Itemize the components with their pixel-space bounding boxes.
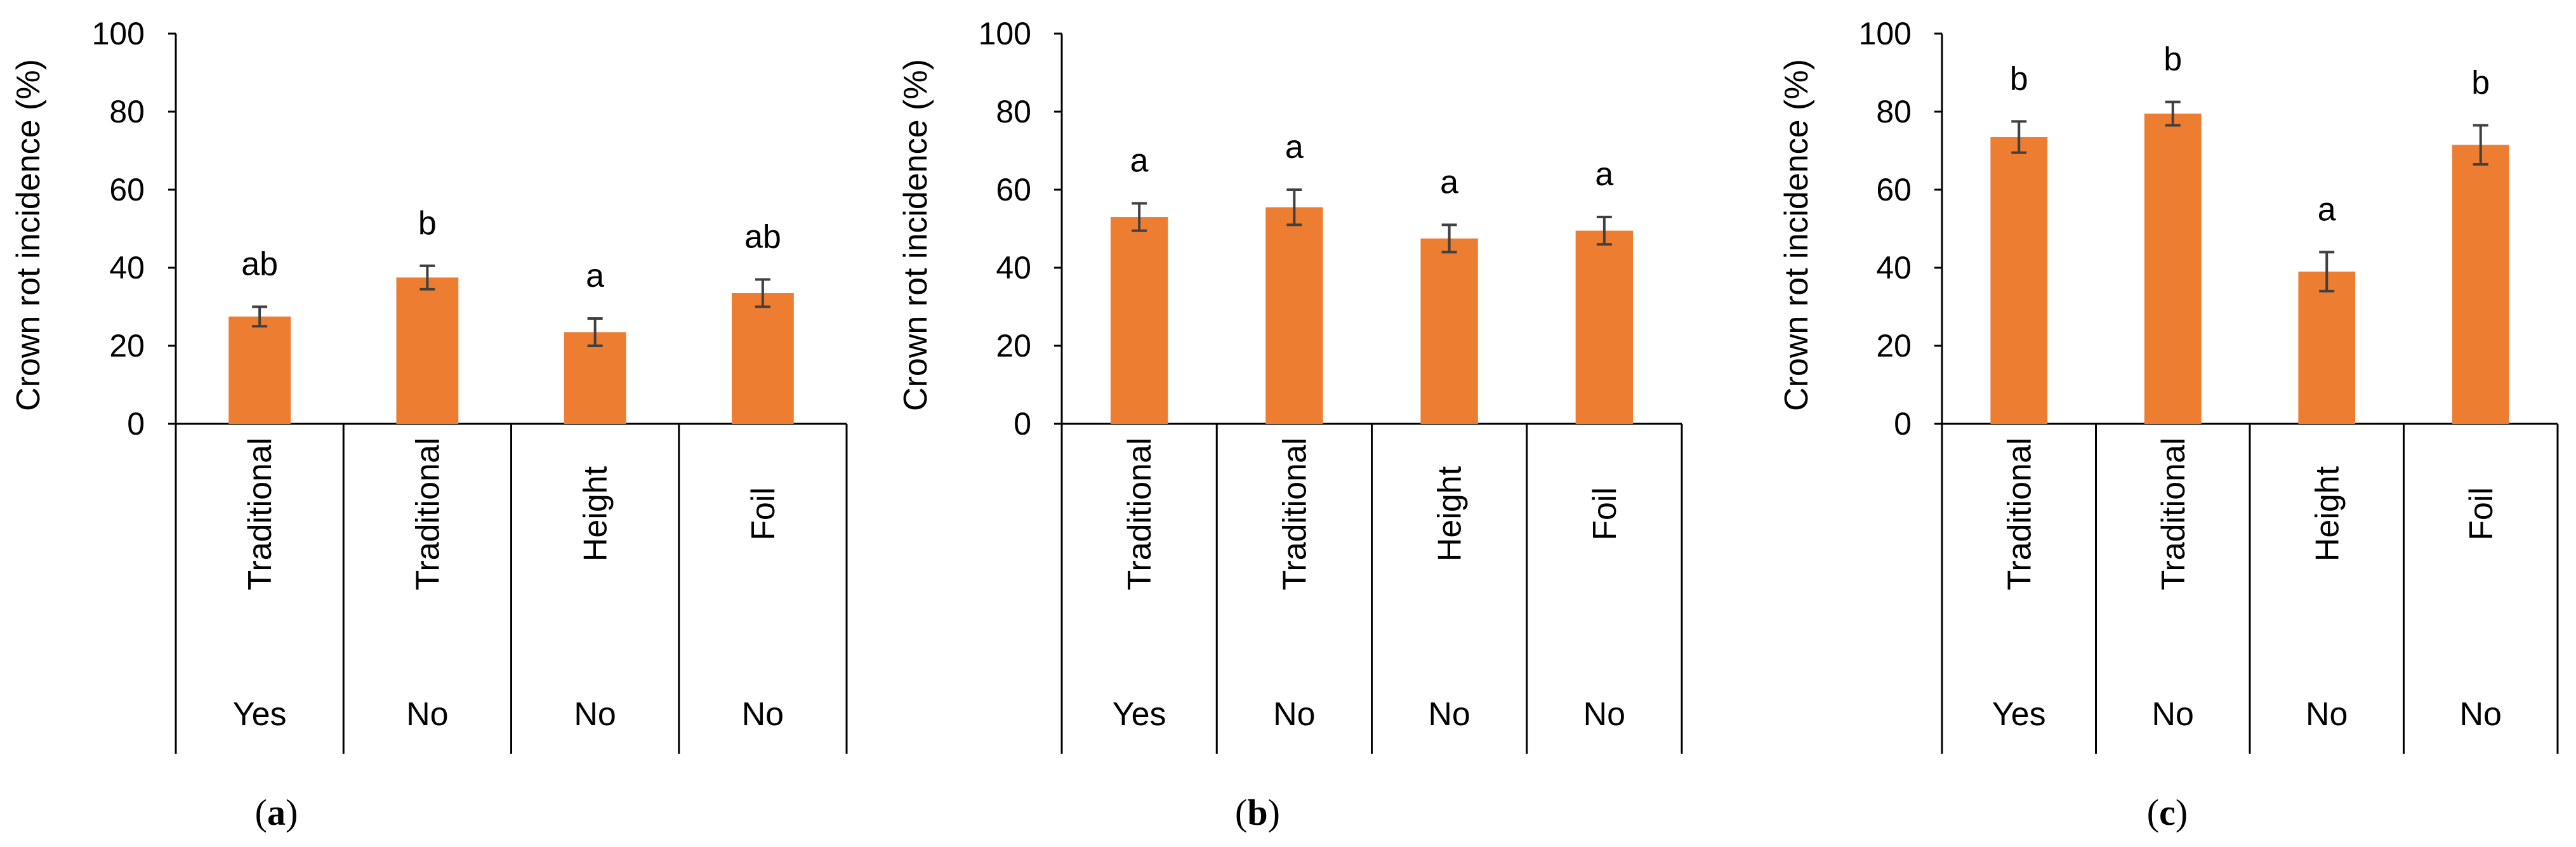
- significance-label: ab: [241, 246, 278, 283]
- bar: [1575, 230, 1634, 424]
- y-tick-label: 80: [1876, 94, 1912, 129]
- category-label: Traditional: [409, 438, 446, 591]
- panel-label: (b): [1235, 792, 1280, 833]
- bar: [228, 316, 291, 424]
- panel-label: (a): [255, 792, 298, 833]
- y-tick-label: 80: [109, 94, 145, 129]
- group-label: No: [406, 696, 448, 733]
- bar: [1110, 217, 1168, 424]
- group-label: No: [1428, 696, 1470, 733]
- category-label: Height: [2309, 466, 2346, 561]
- bar: [396, 277, 459, 424]
- bar: [2144, 114, 2202, 424]
- y-axis-title: Crown rot incidence (%): [897, 59, 934, 411]
- significance-label: b: [2471, 65, 2490, 102]
- bar: [1990, 136, 2048, 424]
- bar: [2452, 145, 2509, 424]
- panel-b: 0 20 40 60 80 100 Crown rot incidence (%) a Trad…: [897, 16, 1683, 833]
- group-label: No: [1583, 696, 1625, 733]
- panel-letter: b: [1247, 792, 1267, 833]
- significance-label: a: [1440, 164, 1458, 200]
- group-label: No: [2306, 696, 2348, 733]
- group-label: No: [574, 696, 616, 733]
- category-label: Traditional: [1121, 438, 1158, 591]
- significance-label: b: [2010, 60, 2028, 97]
- group-label: No: [2460, 696, 2502, 733]
- y-tick-label: 40: [996, 250, 1031, 286]
- category-label: Traditional: [1276, 438, 1313, 591]
- significance-label: a: [1595, 156, 1613, 193]
- y-tick-label: 20: [109, 328, 145, 364]
- significance-label: a: [1285, 129, 1304, 166]
- bar: [2298, 272, 2356, 424]
- y-axis-title: Crown rot incidence (%): [1778, 59, 1815, 411]
- y-tick-label: 80: [996, 94, 1031, 129]
- y-tick-label: 0: [127, 406, 145, 442]
- panel-letter: a: [267, 792, 286, 833]
- significance-label: b: [418, 205, 437, 242]
- y-tick-label: 40: [109, 250, 145, 286]
- y-tick-label: 60: [109, 172, 145, 207]
- group-label: Yes: [233, 696, 287, 733]
- panel-label: (c): [2147, 792, 2188, 833]
- category-label: Traditional: [2001, 438, 2038, 591]
- y-tick-label: 20: [1876, 328, 1912, 364]
- group-label: Yes: [1992, 696, 2046, 733]
- group-label: Yes: [1113, 696, 1166, 733]
- panel-letter: c: [2159, 792, 2176, 833]
- y-tick-label: 100: [92, 16, 145, 51]
- y-tick-label: 40: [1876, 250, 1912, 286]
- group-label: No: [742, 696, 784, 733]
- category-label: Foil: [745, 487, 782, 541]
- category-label: Traditional: [242, 438, 279, 591]
- bar: [731, 292, 794, 424]
- y-tick-label: 0: [1014, 406, 1031, 442]
- bar: [1420, 238, 1478, 424]
- y-axis-title: Crown rot incidence (%): [10, 59, 47, 411]
- category-label: Traditional: [2155, 438, 2192, 591]
- significance-label: a: [1130, 143, 1149, 180]
- panel-c: 0 20 40 60 80 100 Crown rot incidence (%) b Trad…: [1778, 16, 2559, 833]
- y-tick-label: 60: [1876, 172, 1912, 207]
- y-tick-label: 60: [996, 172, 1031, 207]
- group-label: No: [2152, 696, 2194, 733]
- significance-label: ab: [744, 218, 781, 255]
- significance-label: a: [2318, 191, 2336, 228]
- y-tick-label: 0: [1894, 406, 1912, 442]
- bar: [1265, 207, 1323, 424]
- group-label: No: [1273, 696, 1315, 733]
- y-tick-label: 100: [1859, 16, 1912, 51]
- significance-label: b: [2163, 41, 2182, 78]
- category-label: Height: [578, 466, 614, 561]
- category-label: Foil: [2463, 487, 2500, 541]
- bar: [564, 332, 626, 424]
- significance-label: a: [586, 258, 604, 294]
- y-tick-label: 20: [996, 328, 1031, 364]
- y-tick-label: 100: [979, 16, 1031, 51]
- category-label: Height: [1432, 466, 1469, 561]
- category-label: Foil: [1587, 487, 1623, 541]
